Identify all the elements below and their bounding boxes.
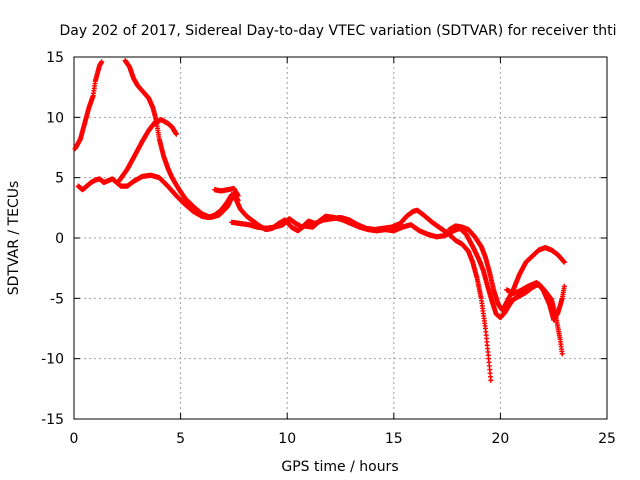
data-point [488, 377, 494, 383]
chart-title: Day 202 of 2017, Sidereal Day-to-day VTE… [60, 23, 617, 39]
y-tick-label: 5 [55, 171, 64, 187]
y-tick-label: -15 [41, 412, 64, 428]
y-tick-label: 10 [46, 110, 64, 126]
y-tick-label: -10 [41, 352, 64, 368]
data-point [559, 351, 565, 357]
data-points [72, 58, 567, 383]
series-track-7 [446, 223, 567, 313]
axis-ticks: 0 5 10 15 20 25 -15 -10 -5 0 5 10 15 [41, 50, 616, 447]
grid-lines [74, 57, 607, 419]
series-track-4 [116, 117, 179, 184]
data-point [99, 59, 105, 65]
data-point [173, 131, 179, 137]
series-track-2 [75, 172, 565, 357]
x-axis-title: GPS time / hours [281, 459, 398, 475]
y-tick-label: -5 [50, 291, 64, 307]
x-tick-label: 10 [278, 431, 296, 447]
x-tick-label: 0 [70, 431, 79, 447]
data-point [235, 193, 241, 199]
data-point [235, 198, 241, 204]
x-tick-label: 15 [385, 431, 403, 447]
x-tick-label: 20 [491, 431, 509, 447]
series-track-1 [72, 59, 105, 152]
y-axis-title: SDTVAR / TECUs [6, 181, 22, 296]
y-tick-label: 15 [46, 50, 64, 66]
series-track-6 [229, 207, 494, 383]
series-track-5 [212, 186, 241, 199]
x-tick-label: 5 [176, 431, 185, 447]
y-tick-label: 0 [55, 231, 64, 247]
x-tick-label: 25 [598, 431, 616, 447]
series-track-3 [122, 58, 241, 220]
